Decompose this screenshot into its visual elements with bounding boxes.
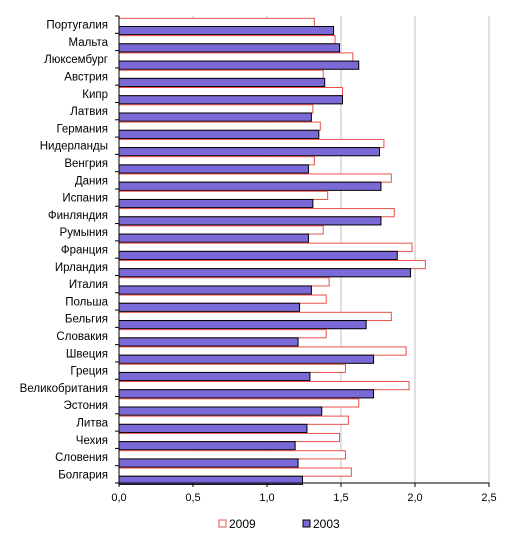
bars [118,17,426,485]
category-label: Испания [62,193,108,205]
bar-2003 [118,337,299,347]
category-label: Великобритания [20,383,108,395]
category-label: Люксембург [44,54,108,66]
bar-2009 [118,398,360,408]
category-label: Финляндия [48,210,108,222]
legend-label-2009: 2009 [229,517,256,531]
bar-2003 [118,458,299,468]
bar-2009 [118,329,327,339]
category-label: Италия [69,279,108,291]
bar-2009 [118,467,352,477]
bar-2009 [118,294,327,304]
bar-2003 [118,60,360,70]
bar-2009 [118,242,413,252]
category-label: Швеция [66,348,108,360]
bar-2009 [118,225,324,235]
bar-2003 [118,285,312,295]
bar-2003 [118,354,375,364]
bar-2003 [118,129,320,139]
bar-2009 [118,450,346,460]
legend-swatch-2009 [218,519,227,528]
bar-2009 [118,173,392,183]
bar-2009 [118,277,330,287]
category-label: Бельгия [65,314,108,326]
bar-2003 [118,371,311,382]
bar-2003 [118,95,343,105]
bar-2003 [118,26,335,36]
x-tick-label: 0,0 [111,492,126,504]
x-tick-label: 2,5 [481,492,496,504]
bar-2009 [118,138,385,149]
bar-2003 [118,320,367,330]
bar-2003 [118,164,309,174]
category-label: Венгрия [64,158,108,170]
bar-2003 [118,147,380,157]
category-label: Эстония [63,400,108,412]
category-label: Греция [70,366,108,378]
category-label: Румыния [60,227,108,239]
bar-2009 [118,208,395,218]
bar-2003 [118,43,341,53]
bar-2003 [118,268,412,278]
bar-2003 [118,77,326,88]
bar-2009 [118,156,315,166]
bar-2009 [118,311,392,322]
bar-2009 [118,259,426,270]
bar-2003 [118,423,308,434]
category-label: Нидерланды [40,141,108,153]
axes [115,15,490,487]
category-label: Германия [56,123,108,135]
bar-2003 [118,198,314,209]
bar-2009 [118,381,410,391]
category-label: Кипр [82,89,108,101]
bar-2003 [118,302,301,312]
category-label: Словения [55,452,108,464]
x-tick-labels: 0,0 0,5 1,0 1,5 2,0 2,5 [111,492,496,504]
bar-2009 [118,190,329,200]
category-label: Латвия [70,106,108,118]
category-label: Австрия [64,72,108,84]
legend: 2009 2003 [218,517,340,531]
category-label: Ирландия [55,262,108,274]
bar-2009 [118,432,341,443]
x-tick-label: 2,0 [407,492,422,504]
bar-2009 [118,121,321,131]
bar-2009 [118,363,346,373]
legend-swatch-2003 [302,519,311,528]
category-label: Чехия [76,435,108,447]
category-label: Словакия [56,331,108,343]
category-label: Португалия [46,20,108,32]
x-tick-label: 1,0 [259,492,274,504]
bar-2003 [118,441,296,451]
x-tick-label: 1,5 [333,492,348,504]
legend-label-2003: 2003 [313,517,340,531]
category-labels: Португалия Мальта Люксембург Австрия Кипр Лат… [20,20,109,482]
bar-2003 [118,181,382,191]
bar-2009 [118,104,314,114]
bar-2009 [118,69,324,79]
category-label: Польша [65,296,108,308]
bar-2003 [118,233,309,243]
bar-2003 [118,389,375,399]
category-label: Мальта [69,37,109,49]
category-label: Болгария [58,469,108,481]
bar-2003 [118,112,312,122]
bar-2009 [118,52,354,62]
x-tick-label: 0,5 [185,492,200,504]
category-label: Франция [61,245,108,257]
bar-2003 [118,406,323,416]
category-label: Дания [75,175,108,187]
bar-2009 [118,346,407,356]
category-label: Литва [76,417,108,429]
bar-2009 [118,415,349,425]
bar-2009 [118,86,343,97]
bar-2003 [118,216,382,226]
bar-2009 [118,35,336,45]
bar-2003 [118,250,398,261]
bar-2009 [118,17,315,27]
